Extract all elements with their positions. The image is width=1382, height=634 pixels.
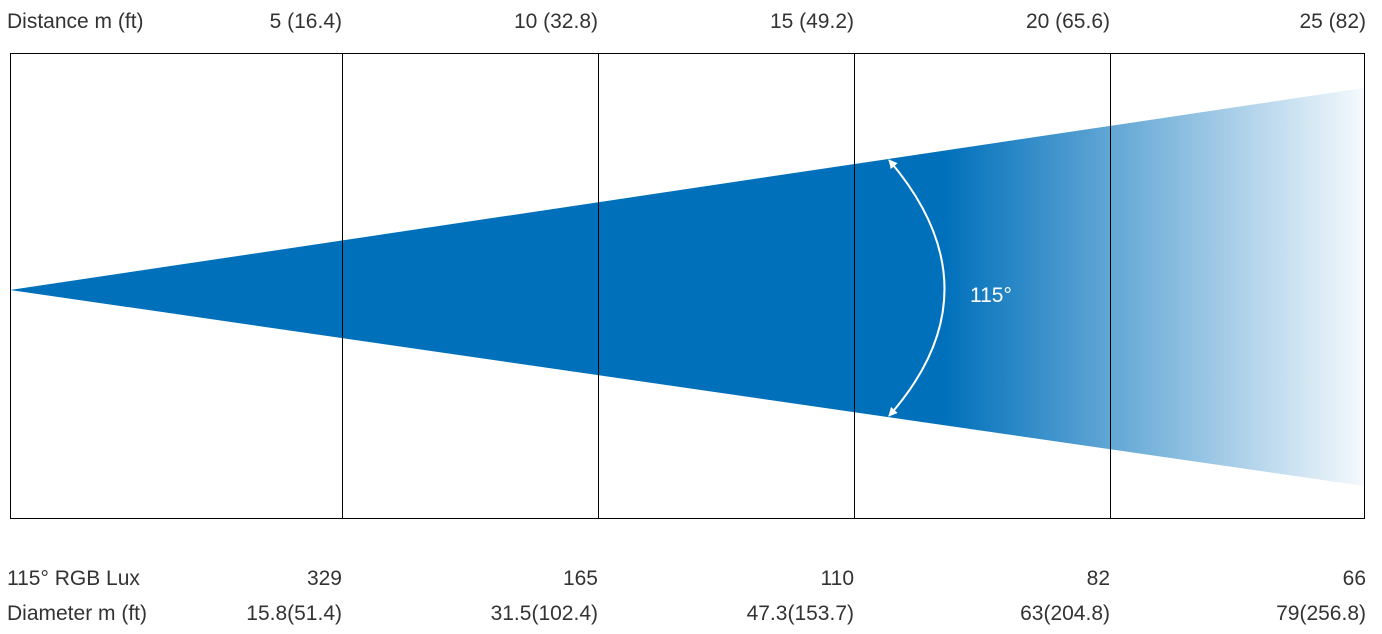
diagram-frame <box>10 53 1365 519</box>
beam-angle-label: 115° <box>970 284 1012 307</box>
beam-cone <box>10 88 1364 486</box>
lux-value: 110 <box>820 567 854 590</box>
angle-arc <box>888 159 946 417</box>
lux-value: 165 <box>562 567 598 590</box>
distance-value: 20 (65.6) <box>1025 10 1110 33</box>
distance-value: 5 (16.4) <box>269 10 342 33</box>
diameter-row-label: Diameter m (ft) <box>7 602 148 625</box>
diameter-value: 63(204.8) <box>1020 602 1110 625</box>
diameter-value: 47.3(153.7) <box>746 602 854 625</box>
distance-value: 25 (82) <box>1299 10 1366 33</box>
distance-value: 10 (32.8) <box>513 10 598 33</box>
distance-row-label: Distance m (ft) <box>7 10 144 33</box>
diameter-value: 15.8(51.4) <box>246 602 342 625</box>
diameter-value: 31.5(102.4) <box>490 602 598 625</box>
diameter-value: 79(256.8) <box>1276 602 1366 625</box>
lux-value: 82 <box>1086 567 1110 590</box>
lux-value: 66 <box>1342 567 1366 590</box>
lux-value: 329 <box>306 567 342 590</box>
lux-row-label: 115° RGB Lux <box>7 567 140 590</box>
distance-value: 15 (49.2) <box>769 10 854 33</box>
